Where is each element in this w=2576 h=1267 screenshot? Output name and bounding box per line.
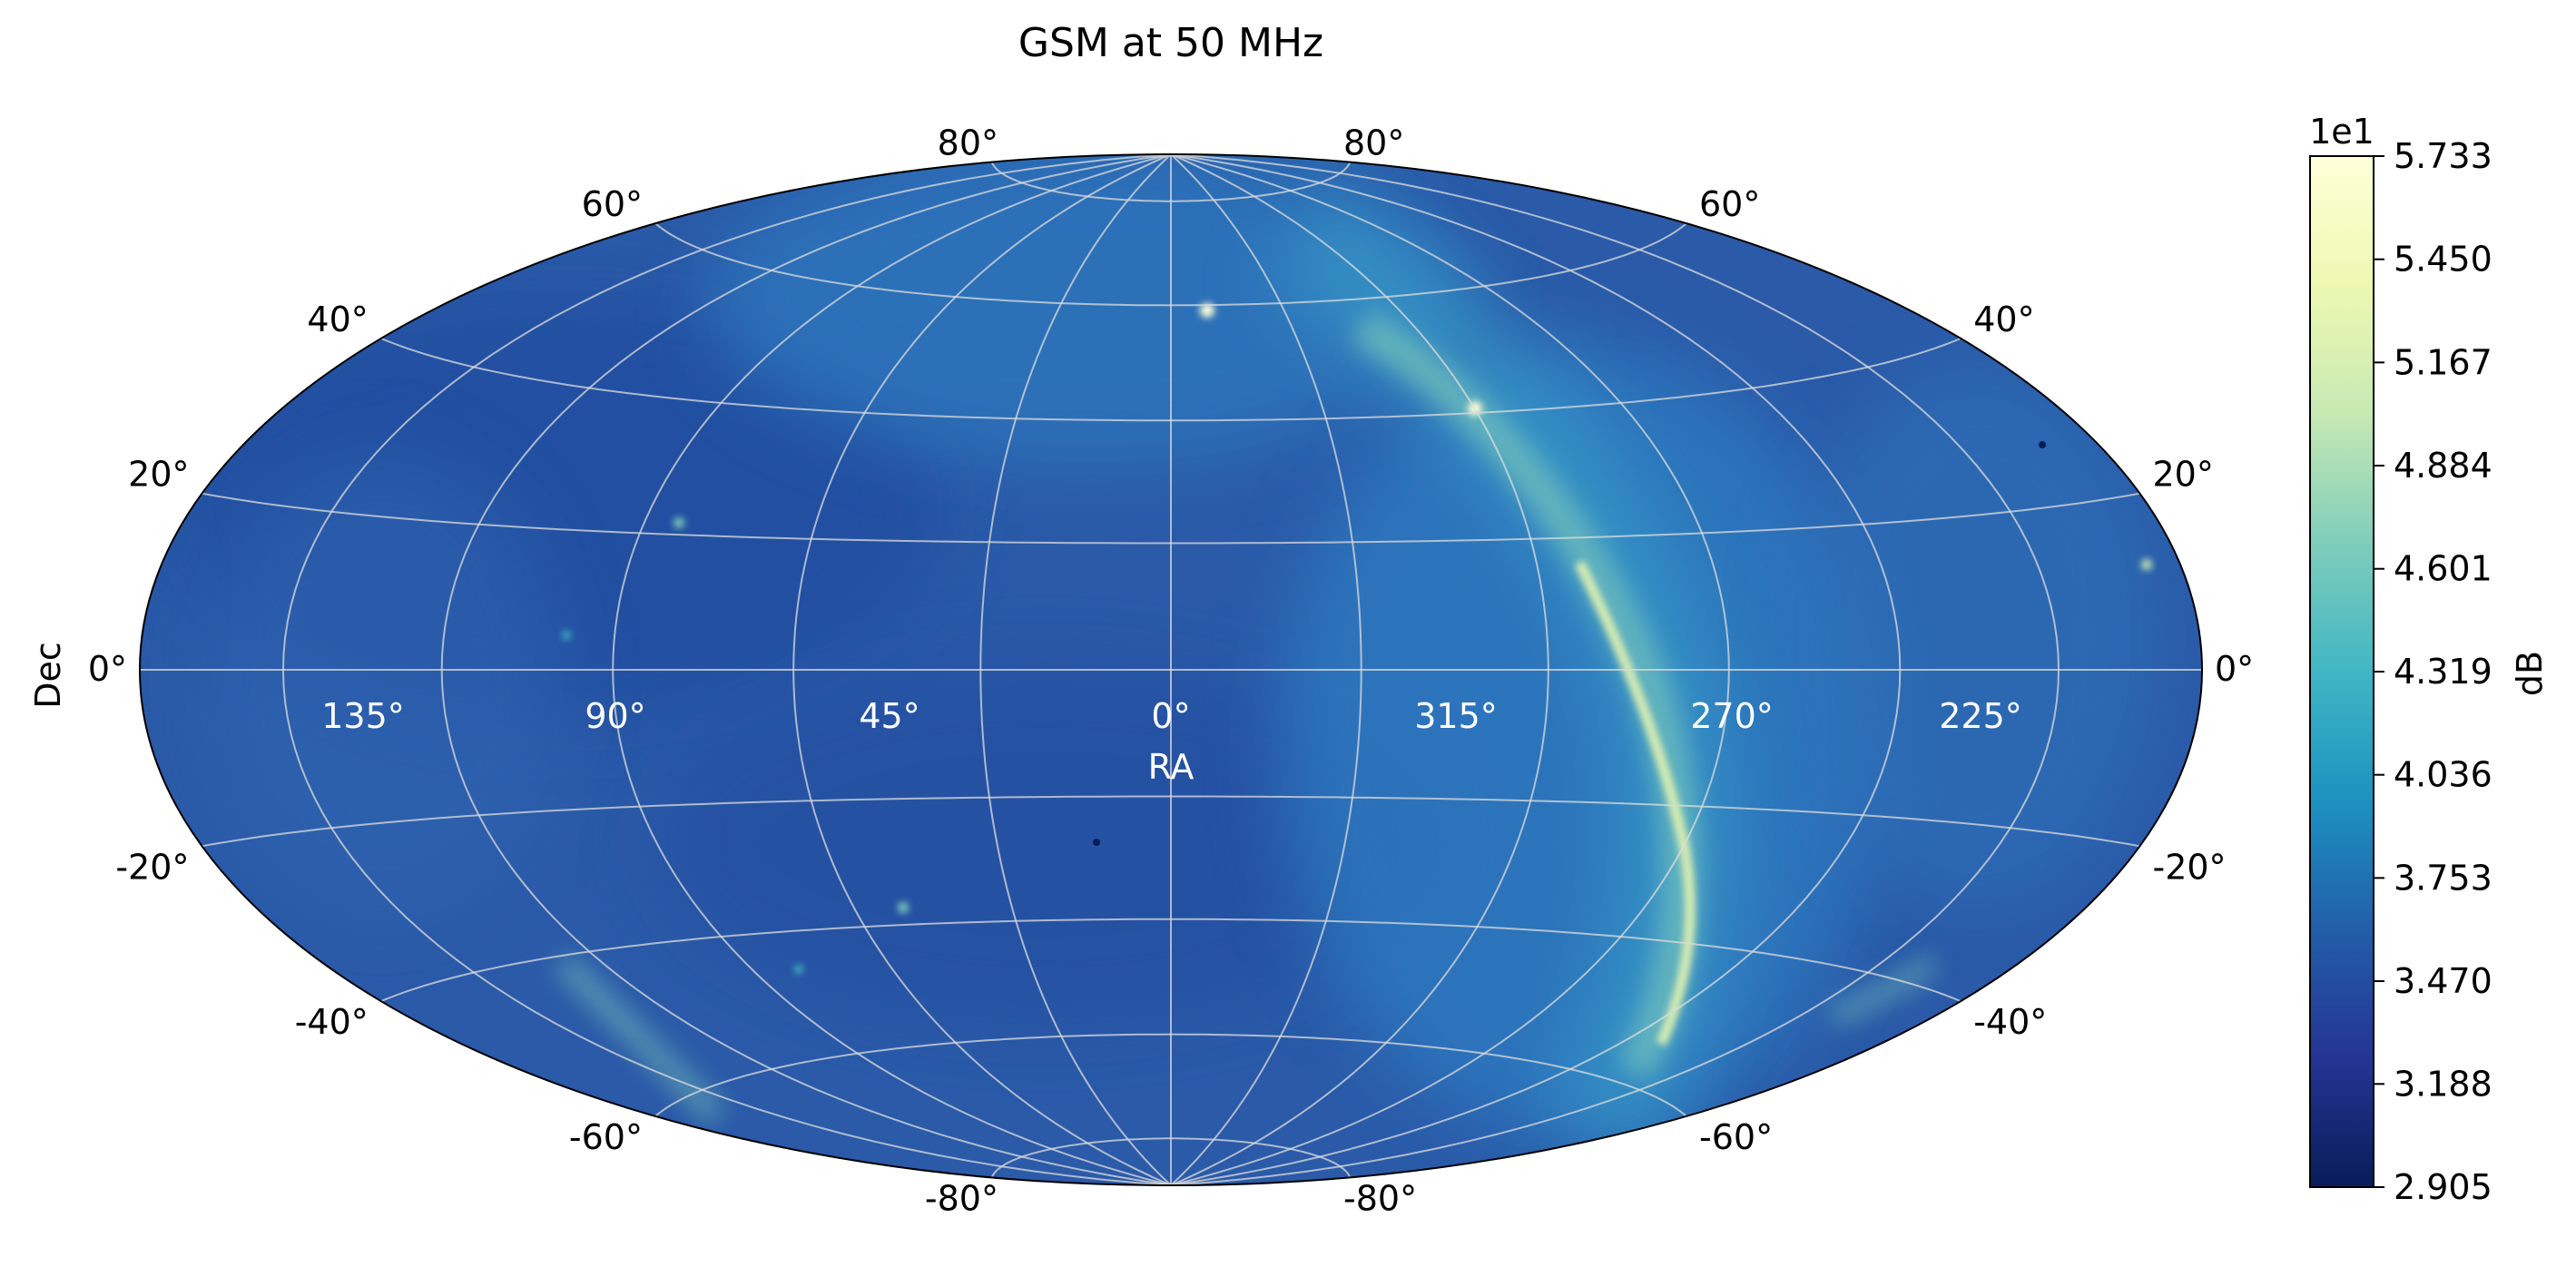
dec-tick-label: 0° <box>2215 649 2254 689</box>
map-warm-region <box>1280 345 1879 1144</box>
grid-parallel <box>380 337 1961 422</box>
map-outline <box>139 153 2203 1186</box>
dec-tick-label: 40° <box>1973 300 2034 339</box>
bright-source <box>673 517 684 528</box>
bright-source <box>562 631 571 640</box>
ra-tick-labels: 135° 90° 45° 0° 315° 270° 225° <box>321 696 2022 736</box>
grid-parallel <box>990 162 1352 202</box>
dec-tick-label: 40° <box>307 300 368 339</box>
colorbar-ticks: 5.733 5.450 5.167 4.884 4.601 4.319 4.036 3.753… <box>2374 136 2492 1207</box>
ra-tick-label: 270° <box>1690 696 1774 736</box>
dec-tick-label: 60° <box>582 184 643 224</box>
colorbar-tick-label: 3.470 <box>2394 961 2492 1001</box>
graticule <box>140 153 2202 1186</box>
dec-tick-label: -40° <box>1973 1002 2047 1042</box>
colorbar-tick-label: 4.601 <box>2394 549 2492 589</box>
bright-source <box>1200 303 1214 318</box>
x-axis-label: RA <box>1148 747 1195 787</box>
colorbar-tick-label: 4.036 <box>2394 755 2492 795</box>
dec-tick-labels-left: 80° 60° 40° 20° 0° -20° -40° -60° -80° <box>88 123 998 1219</box>
grid-parallel <box>202 492 2140 545</box>
colorbar-tick-label: 5.167 <box>2394 342 2492 382</box>
southern-arc <box>1830 955 1938 1025</box>
southern-arc <box>556 955 724 1124</box>
ra-tick-label: 315° <box>1414 696 1498 736</box>
grid-parallel <box>380 918 1961 1003</box>
sky-map-heatmap <box>140 154 2202 1185</box>
ra-tick-label: 90° <box>585 696 645 736</box>
ra-tick-label: 135° <box>321 696 405 736</box>
bright-source <box>898 902 909 913</box>
dec-tick-label: 20° <box>128 455 189 495</box>
dark-spot <box>1093 839 1100 846</box>
colorbar-tick-label: 3.753 <box>2394 858 2492 898</box>
colorbar-gradient <box>2309 155 2374 1188</box>
ra-tick-label: 225° <box>1939 696 2022 736</box>
dec-tick-label: -40° <box>295 1002 369 1042</box>
dark-spot <box>2039 441 2046 448</box>
dec-tick-label: 80° <box>1343 123 1404 163</box>
colorbar-offset-text: 1e1 <box>2309 112 2374 152</box>
grid-parallel <box>654 222 1687 307</box>
colorbar-tick-label: 4.319 <box>2394 652 2492 692</box>
colorbar-tick-label: 2.905 <box>2394 1167 2492 1207</box>
bright-source <box>2141 559 2152 570</box>
colorbar-label: dB <box>2510 651 2550 696</box>
grid-parallel <box>202 795 2140 848</box>
map-dim-region <box>654 663 1434 1026</box>
dec-tick-labels-right: 80° 60° 40° 20° 0° -20° -40° -60° -80° <box>1343 123 2254 1219</box>
colorbar-tick-label: 5.733 <box>2394 136 2492 176</box>
dec-tick-label: -80° <box>925 1178 998 1218</box>
galactic-plane-core <box>1574 560 1696 1046</box>
grid-parallel <box>654 1033 1687 1117</box>
dec-tick-label: -60° <box>569 1117 643 1157</box>
colorbar-tick-label: 5.450 <box>2394 240 2492 280</box>
dec-tick-label: -60° <box>1699 1117 1773 1157</box>
dec-tick-label: 80° <box>938 123 998 163</box>
grid-parallel <box>990 1137 1352 1178</box>
map-warm-region <box>708 154 1470 463</box>
bright-source <box>794 965 803 974</box>
y-axis-label: Dec <box>28 642 68 709</box>
dec-tick-label: 60° <box>1699 184 1760 224</box>
map-warm-region <box>1797 363 2160 908</box>
colorbar: 5.733 5.450 5.167 4.884 4.601 4.319 4.036 3.753… <box>2309 112 2550 1207</box>
chart-title: GSM at 50 MHz <box>1018 20 1323 66</box>
colorbar-tick-label: 3.188 <box>2394 1064 2492 1104</box>
dec-tick-label: -80° <box>1343 1178 1417 1218</box>
ra-tick-label: 0° <box>1151 696 1190 736</box>
map-dim-region <box>200 454 563 926</box>
colorbar-tick-label: 4.884 <box>2394 446 2492 486</box>
dec-tick-label: 20° <box>2152 455 2213 495</box>
ra-tick-label: 45° <box>859 696 919 736</box>
dec-tick-label: 0° <box>88 649 127 689</box>
dec-tick-label: -20° <box>2152 847 2226 887</box>
dec-tick-label: -20° <box>115 847 189 887</box>
